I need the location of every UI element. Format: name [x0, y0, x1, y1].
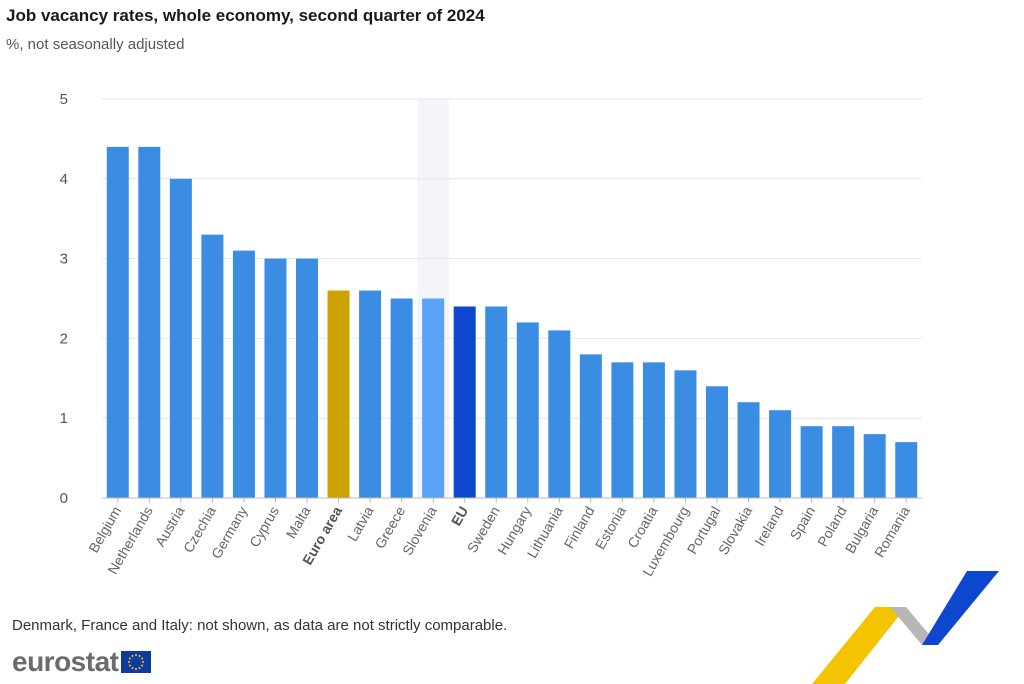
- bar-latvia: [359, 290, 382, 498]
- flag-star: [131, 654, 134, 657]
- y-tick-label: 1: [60, 410, 68, 427]
- x-tick-label: Spain: [786, 504, 818, 543]
- bar-germany: [232, 250, 255, 498]
- y-tick-label: 2: [60, 330, 68, 347]
- eurostat-logo: eurostat: [12, 646, 152, 678]
- bar-eu: [453, 306, 476, 498]
- x-tick-label: Latvia: [344, 503, 377, 544]
- bar-belgium: [106, 146, 129, 498]
- bar-malta: [296, 258, 318, 498]
- flag-star: [131, 667, 134, 670]
- flag-star: [129, 657, 132, 660]
- bar-greece: [390, 298, 413, 498]
- bar-ireland: [769, 410, 792, 498]
- bar-slovenia: [422, 298, 445, 498]
- chart-subtitle: %, not seasonally adjusted: [6, 36, 185, 53]
- bar-finland: [579, 354, 602, 498]
- x-tick-label: EU: [448, 504, 472, 529]
- flag-star: [141, 664, 144, 667]
- bar-luxembourg: [674, 370, 697, 498]
- bar-spain: [800, 426, 823, 498]
- bar-bulgaria: [863, 434, 886, 498]
- flag-star: [138, 654, 141, 657]
- flag-star: [138, 667, 141, 670]
- y-tick-label: 4: [60, 171, 68, 188]
- footnote: Denmark, France and Italy: not shown, as…: [12, 617, 508, 634]
- bar-czechia: [201, 234, 224, 498]
- bar-poland: [832, 426, 855, 498]
- eu-flag-icon: [121, 651, 152, 673]
- x-tick-label: Estonia: [592, 503, 629, 552]
- flag-star: [141, 657, 144, 660]
- bar-cyprus: [264, 258, 287, 498]
- bar-romania: [895, 442, 918, 498]
- x-tick-label: Malta: [283, 503, 314, 541]
- flag-star: [128, 661, 131, 663]
- bar-croatia: [642, 362, 665, 498]
- bar-slovakia: [737, 402, 760, 498]
- bar-sweden: [485, 306, 508, 498]
- y-tick-label: 3: [60, 251, 68, 268]
- flag-star: [135, 654, 138, 656]
- flag-star: [129, 664, 132, 667]
- flag-star: [135, 668, 138, 670]
- bar-estonia: [611, 362, 634, 498]
- y-tick-label: 0: [60, 490, 68, 507]
- logo-text: eurostat: [12, 646, 119, 677]
- bar-hungary: [516, 322, 539, 498]
- x-tick-label: Cyprus: [246, 504, 282, 550]
- bar-austria: [169, 178, 192, 499]
- chart-title: Job vacancy rates, whole economy, second…: [6, 6, 485, 25]
- x-tick-label: Ireland: [751, 504, 786, 549]
- bar-netherlands: [138, 146, 161, 498]
- flag-star: [142, 661, 145, 663]
- bar-euro-area: [327, 290, 350, 498]
- y-tick-label: 5: [60, 91, 68, 108]
- bar-portugal: [706, 386, 728, 498]
- bar-lithuania: [548, 330, 571, 498]
